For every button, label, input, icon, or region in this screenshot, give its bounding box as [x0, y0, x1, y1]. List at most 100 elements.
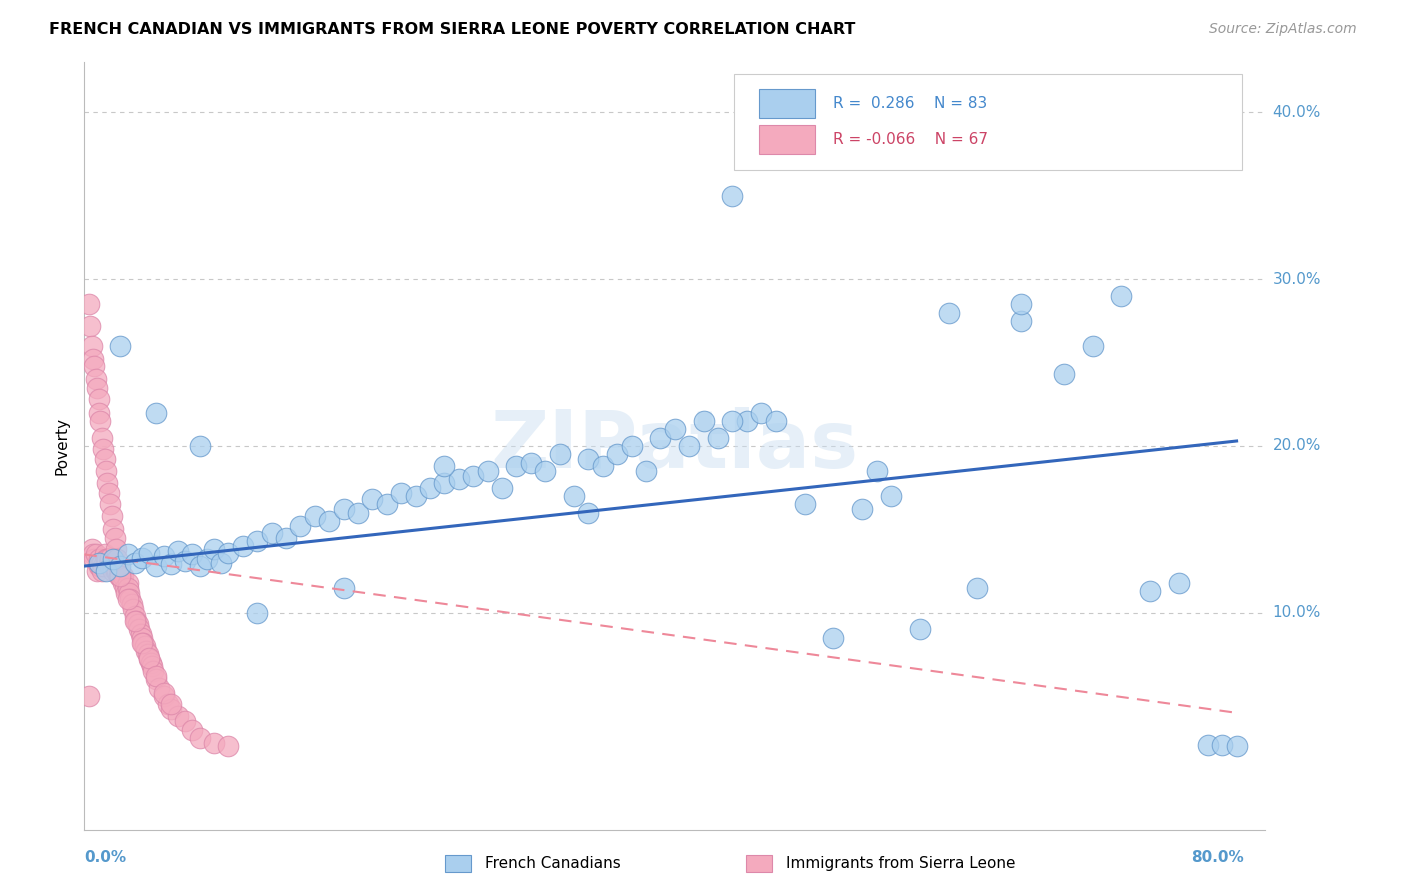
Point	[118, 586, 141, 600]
Point	[1197, 738, 1219, 752]
Point	[174, 714, 197, 728]
Point	[104, 559, 127, 574]
Point	[749, 406, 772, 420]
Point	[823, 631, 845, 645]
Point	[94, 564, 117, 578]
Point	[260, 525, 283, 540]
Point	[721, 189, 744, 203]
Point	[121, 598, 143, 612]
Point	[110, 569, 132, 583]
Point	[181, 723, 204, 737]
Point	[105, 542, 128, 557]
Point	[89, 559, 111, 574]
Point	[851, 502, 873, 516]
Point	[721, 414, 744, 428]
Point	[217, 739, 239, 754]
Point	[87, 552, 110, 566]
Point	[90, 564, 112, 578]
Point	[104, 531, 127, 545]
Point	[209, 556, 232, 570]
Point	[110, 339, 132, 353]
FancyBboxPatch shape	[734, 74, 1241, 169]
Point	[91, 559, 114, 574]
Point	[678, 439, 700, 453]
Text: 30.0%: 30.0%	[1272, 272, 1322, 286]
Point	[131, 631, 153, 645]
Point	[134, 639, 156, 653]
Point	[87, 559, 110, 574]
Point	[520, 456, 543, 470]
Point	[1053, 368, 1076, 382]
Point	[135, 644, 157, 658]
Point	[132, 636, 155, 650]
Point	[125, 614, 148, 628]
Point	[101, 556, 124, 570]
Point	[636, 464, 658, 478]
Point	[87, 556, 110, 570]
Point	[122, 602, 145, 616]
Point	[405, 489, 427, 503]
Point	[129, 627, 152, 641]
Point	[1081, 339, 1104, 353]
Point	[105, 556, 128, 570]
Point	[274, 531, 297, 545]
Point	[87, 406, 110, 420]
Point	[1139, 584, 1161, 599]
Text: ZIPatlas: ZIPatlas	[491, 407, 859, 485]
Point	[112, 575, 135, 590]
Point	[93, 452, 115, 467]
Point	[202, 736, 225, 750]
Point	[108, 569, 131, 583]
Text: FRENCH CANADIAN VS IMMIGRANTS FROM SIERRA LEONE POVERTY CORRELATION CHART: FRENCH CANADIAN VS IMMIGRANTS FROM SIERR…	[49, 22, 856, 37]
Point	[650, 431, 672, 445]
Point	[139, 656, 162, 670]
Point	[84, 548, 107, 562]
Point	[111, 573, 134, 587]
Point	[98, 550, 121, 565]
Point	[707, 431, 730, 445]
Point	[202, 542, 225, 557]
Point	[94, 552, 117, 566]
Point	[77, 689, 100, 703]
Point	[131, 636, 153, 650]
Point	[107, 552, 129, 566]
Point	[94, 464, 117, 478]
Point	[79, 318, 101, 333]
Point	[152, 549, 174, 563]
Point	[124, 556, 146, 570]
Point	[477, 464, 499, 478]
Point	[124, 614, 146, 628]
Point	[375, 497, 398, 511]
Point	[188, 731, 211, 745]
Point	[110, 569, 132, 583]
Point	[735, 414, 758, 428]
Point	[692, 414, 714, 428]
Point	[96, 552, 118, 566]
Point	[578, 452, 600, 467]
Point	[620, 439, 643, 453]
Point	[120, 592, 142, 607]
Point	[108, 559, 131, 574]
Text: 80.0%: 80.0%	[1191, 849, 1244, 864]
Point	[232, 539, 254, 553]
Text: 40.0%: 40.0%	[1272, 105, 1322, 120]
Point	[83, 552, 105, 566]
Point	[86, 381, 108, 395]
Point	[98, 497, 121, 511]
FancyBboxPatch shape	[444, 855, 471, 871]
Point	[136, 648, 159, 662]
Point	[793, 497, 815, 511]
Point	[1168, 575, 1191, 590]
Point	[592, 458, 614, 473]
Text: 10.0%: 10.0%	[1272, 606, 1322, 620]
Point	[80, 339, 103, 353]
Point	[145, 559, 167, 574]
Point	[152, 689, 174, 703]
Point	[938, 305, 960, 319]
Point	[908, 623, 931, 637]
Point	[96, 475, 118, 490]
Point	[128, 623, 150, 637]
Point	[433, 458, 456, 473]
Point	[195, 552, 218, 566]
Point	[159, 698, 181, 712]
